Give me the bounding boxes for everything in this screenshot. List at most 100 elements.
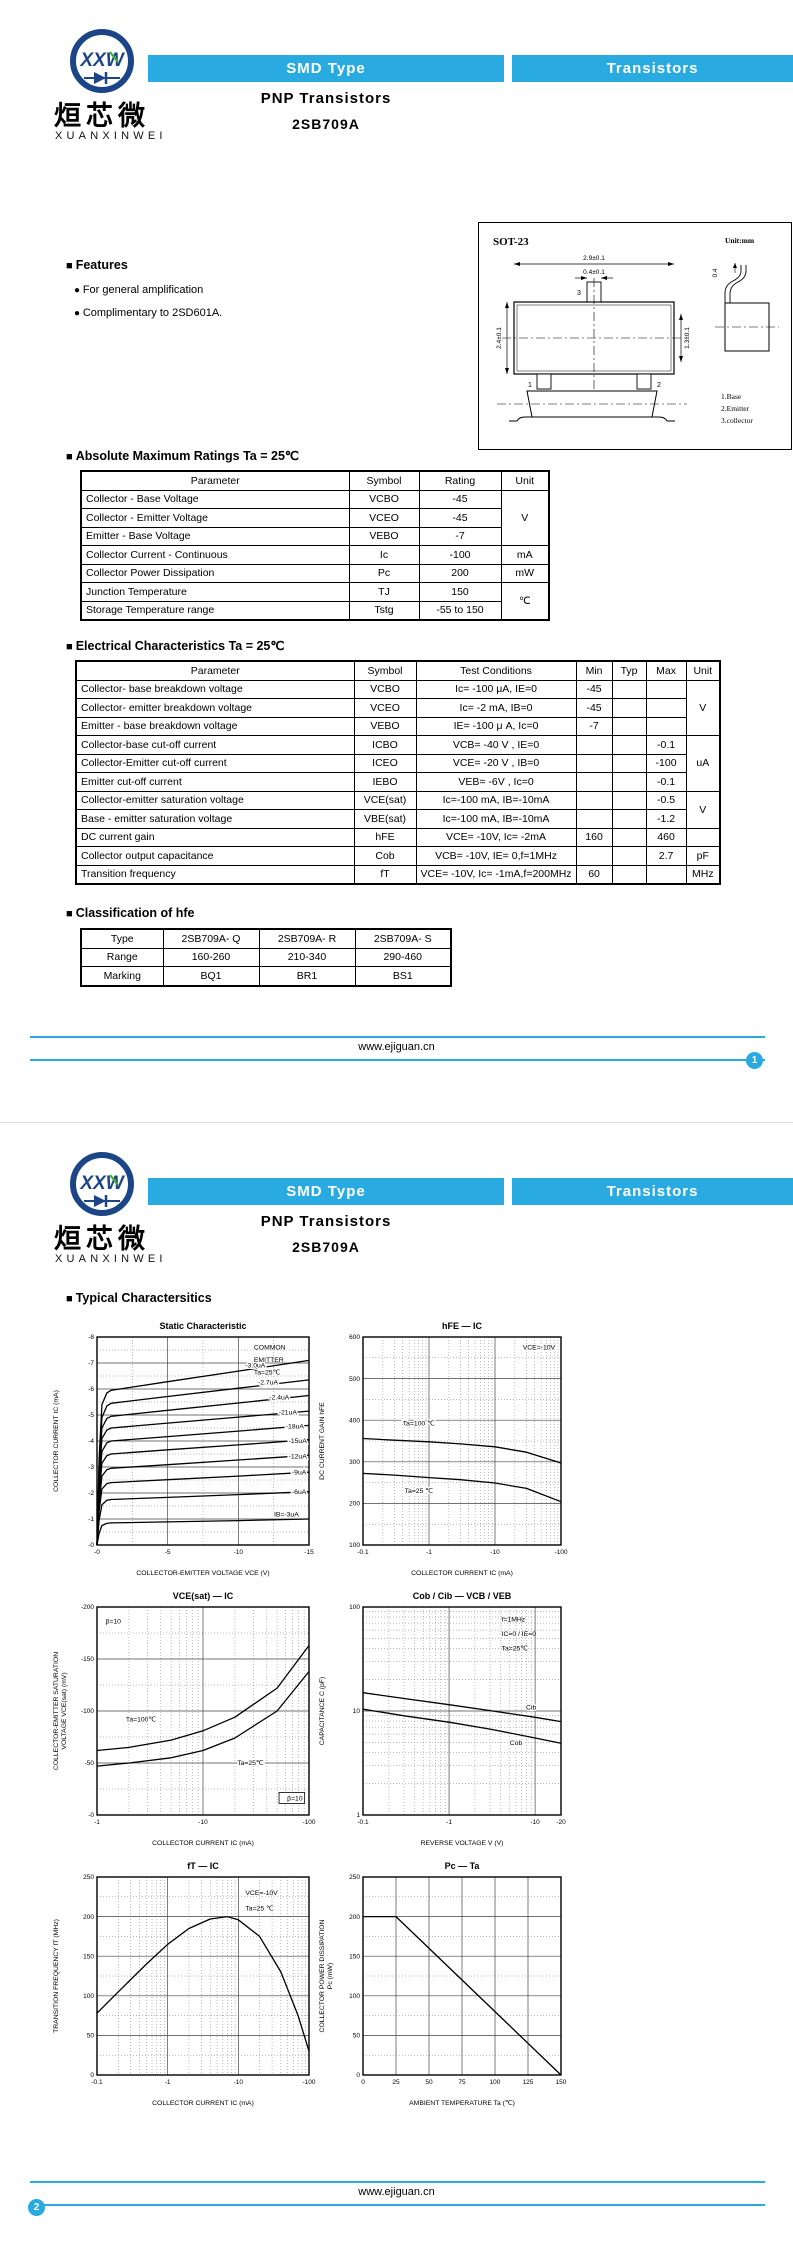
svg-text:COLLECTOR-EMITTER VOLTAGE VC: COLLECTOR-EMITTER VOLTAGE VCE (V) — [136, 1570, 269, 1577]
header-transistors: Transistors — [512, 1178, 793, 1205]
chart-hfe-vs-ic: -0.1 -1 -10 -100 100 200 300 400 500 600 Ta=100 ℃ T… — [316, 1317, 574, 1584]
svg-text:VOLTAGE VCE(sat) (mV): VOLTAGE VCE(sat) (mV) — [61, 1672, 68, 1749]
brand-chinese-name: 烜芯微 — [54, 101, 150, 131]
pc-vs-ta-chart: 0 25 50 75 100 125 150 0 50 100 150 200 250 Pc — Ta AM… — [319, 1861, 567, 2107]
svg-text:COLLECTOR-EMITTER SATURATION: COLLECTOR-EMITTER SATURATION — [53, 1652, 60, 1770]
svg-text:-50: -50 — [85, 1760, 95, 1767]
svg-text:Cob / Cib — VCB / VEB: Cob / Cib — VCB / VEB — [413, 1591, 512, 1601]
dim-pad-span: 1.3±0.1 — [684, 327, 691, 349]
svg-text:-8: -8 — [88, 1334, 94, 1341]
company-logo-icon: XXW — [70, 1152, 134, 1216]
table-cell: mW — [500, 563, 550, 583]
table-cell: 460 — [645, 827, 687, 847]
table-cell: 150 — [418, 582, 502, 602]
table-cell: Emitter cut-off current — [75, 772, 355, 792]
svg-text:VCE=-10V: VCE=-10V — [245, 1890, 278, 1897]
svg-text:10: 10 — [353, 1708, 361, 1715]
pin-legend-base: 1.Base — [721, 392, 742, 401]
svg-text:150: 150 — [349, 1953, 360, 1960]
column-header: Min — [575, 660, 613, 681]
table-cell: BR1 — [258, 966, 356, 986]
table-cell: mA — [500, 545, 550, 565]
table-cell: -7 — [575, 716, 613, 736]
svg-text:CAPACITANCE C (pF): CAPACITANCE C (pF) — [319, 1677, 326, 1745]
table-cell: ICEO — [353, 753, 417, 773]
company-logo-icon: XXW — [70, 29, 134, 93]
svg-text:-10: -10 — [234, 2079, 244, 2086]
svg-text:0: 0 — [356, 2072, 360, 2079]
table-cell — [575, 735, 613, 755]
svg-text:-2: -2 — [88, 1490, 94, 1497]
table-cell: -7 — [418, 526, 502, 546]
column-header: Parameter — [75, 660, 355, 681]
dim-body-height: 2.4±0.1 — [496, 327, 503, 349]
svg-text:-100: -100 — [81, 1708, 94, 1715]
footer-rule — [30, 1036, 765, 1038]
table-cell: VCE= -20 V , IB=0 — [415, 753, 577, 773]
svg-text:fT — IC: fT — IC — [187, 1861, 219, 1871]
table-cell: -0.1 — [645, 772, 687, 792]
svg-text:-0: -0 — [88, 1542, 94, 1549]
svg-text:-100: -100 — [302, 2079, 315, 2086]
table-cell: VEB= -6V , Ic=0 — [415, 772, 577, 792]
table-cell: ICBO — [353, 735, 417, 755]
svg-text:-6uA: -6uA — [292, 1489, 307, 1496]
column-header: Rating — [418, 470, 502, 491]
footer-rule — [30, 2204, 765, 2206]
table-cell: Collector-emitter saturation voltage — [75, 790, 355, 810]
table-cell: Collector Power Dissipation — [80, 563, 350, 583]
svg-text:100: 100 — [349, 1993, 360, 2000]
svg-text:-18uA: -18uA — [286, 1424, 305, 1431]
table-cell: TJ — [348, 582, 420, 602]
svg-text:-5: -5 — [88, 1412, 94, 1419]
svg-text:Ta=25℃: Ta=25℃ — [254, 1369, 281, 1376]
package-outline-drawing: SOT-23 Unit:mm 2.9±0.1 0.4±0.1 3 — [478, 222, 792, 450]
elec-table-container: Parameter Symbol Test Conditions Min Typ Max U… — [75, 660, 722, 885]
table-cell: VCEO — [348, 508, 420, 528]
typical-characteristics-title: Typical Charactersitics — [66, 1291, 212, 1305]
part-number: 2SB709A — [292, 1239, 360, 1255]
pin-legend-emitter: 2.Emitter — [721, 404, 750, 413]
table-cell — [611, 698, 647, 718]
table-cell: -45 — [575, 679, 613, 699]
pin3-number: 3 — [577, 290, 581, 297]
svg-text:Pc — Ta: Pc — Ta — [445, 1861, 481, 1871]
header-transistors: Transistors — [512, 55, 793, 82]
table-cell: Type — [80, 928, 164, 949]
svg-text:Ta=25℃: Ta=25℃ — [237, 1760, 264, 1767]
svg-text:-1: -1 — [446, 1819, 452, 1826]
table-cell: IEBO — [353, 772, 417, 792]
table-cell: Ic=-100 mA, IB=-10mA — [415, 809, 577, 829]
table-cell — [611, 753, 647, 773]
svg-text:Ta=100℃: Ta=100℃ — [126, 1716, 156, 1723]
svg-text:COLLECTOR POWER DISSIPATION: COLLECTOR POWER DISSIPATION — [319, 1919, 326, 2032]
svg-text:COMMON: COMMON — [254, 1344, 286, 1351]
column-header: Symbol — [353, 660, 417, 681]
svg-text:-3: -3 — [88, 1464, 94, 1471]
page-number-badge: 1 — [746, 1052, 763, 1069]
table-cell: 210-340 — [258, 947, 356, 967]
pin-legend-collector: 3.collector — [721, 416, 753, 425]
table-cell — [575, 790, 613, 810]
table-cell: hFE — [353, 827, 417, 847]
svg-text:-12uA: -12uA — [289, 1454, 308, 1461]
svg-text:-6: -6 — [88, 1386, 94, 1393]
table-cell: -45 — [418, 508, 502, 528]
svg-text:100: 100 — [349, 1604, 360, 1611]
table-cell: Collector - Emitter Voltage — [80, 508, 350, 528]
cob-cib-vs-voltage-chart: -0.1 -1 -10 -20 1 10 100 Cib Cob f=1MHz IC=0 / IE=… — [319, 1591, 566, 1847]
svg-text:COLLECTOR CURRENT IC (mA): COLLECTOR CURRENT IC (mA) — [152, 1840, 254, 1847]
column-header: Max — [645, 660, 687, 681]
svg-text:125: 125 — [523, 2079, 534, 2086]
svg-text:-21uA: -21uA — [279, 1409, 298, 1416]
brand-chinese-name: 烜芯微 — [54, 1224, 150, 1254]
abs-max-title: Absolute Maximum Ratings Ta = 25℃ — [66, 448, 299, 463]
table-cell: Ic — [348, 545, 420, 565]
svg-text:25: 25 — [392, 2079, 400, 2086]
svg-text:COLLECTOR CURRENT IC (mA): COLLECTOR CURRENT IC (mA) — [411, 1570, 513, 1577]
table-cell: Pc — [348, 563, 420, 583]
unit-label: Unit:mm — [725, 236, 755, 245]
svg-text:COLLECTOR CURRENT IC (mA): COLLECTOR CURRENT IC (mA) — [152, 2100, 254, 2107]
table-cell: -45 — [575, 698, 613, 718]
table-cell — [575, 772, 613, 792]
